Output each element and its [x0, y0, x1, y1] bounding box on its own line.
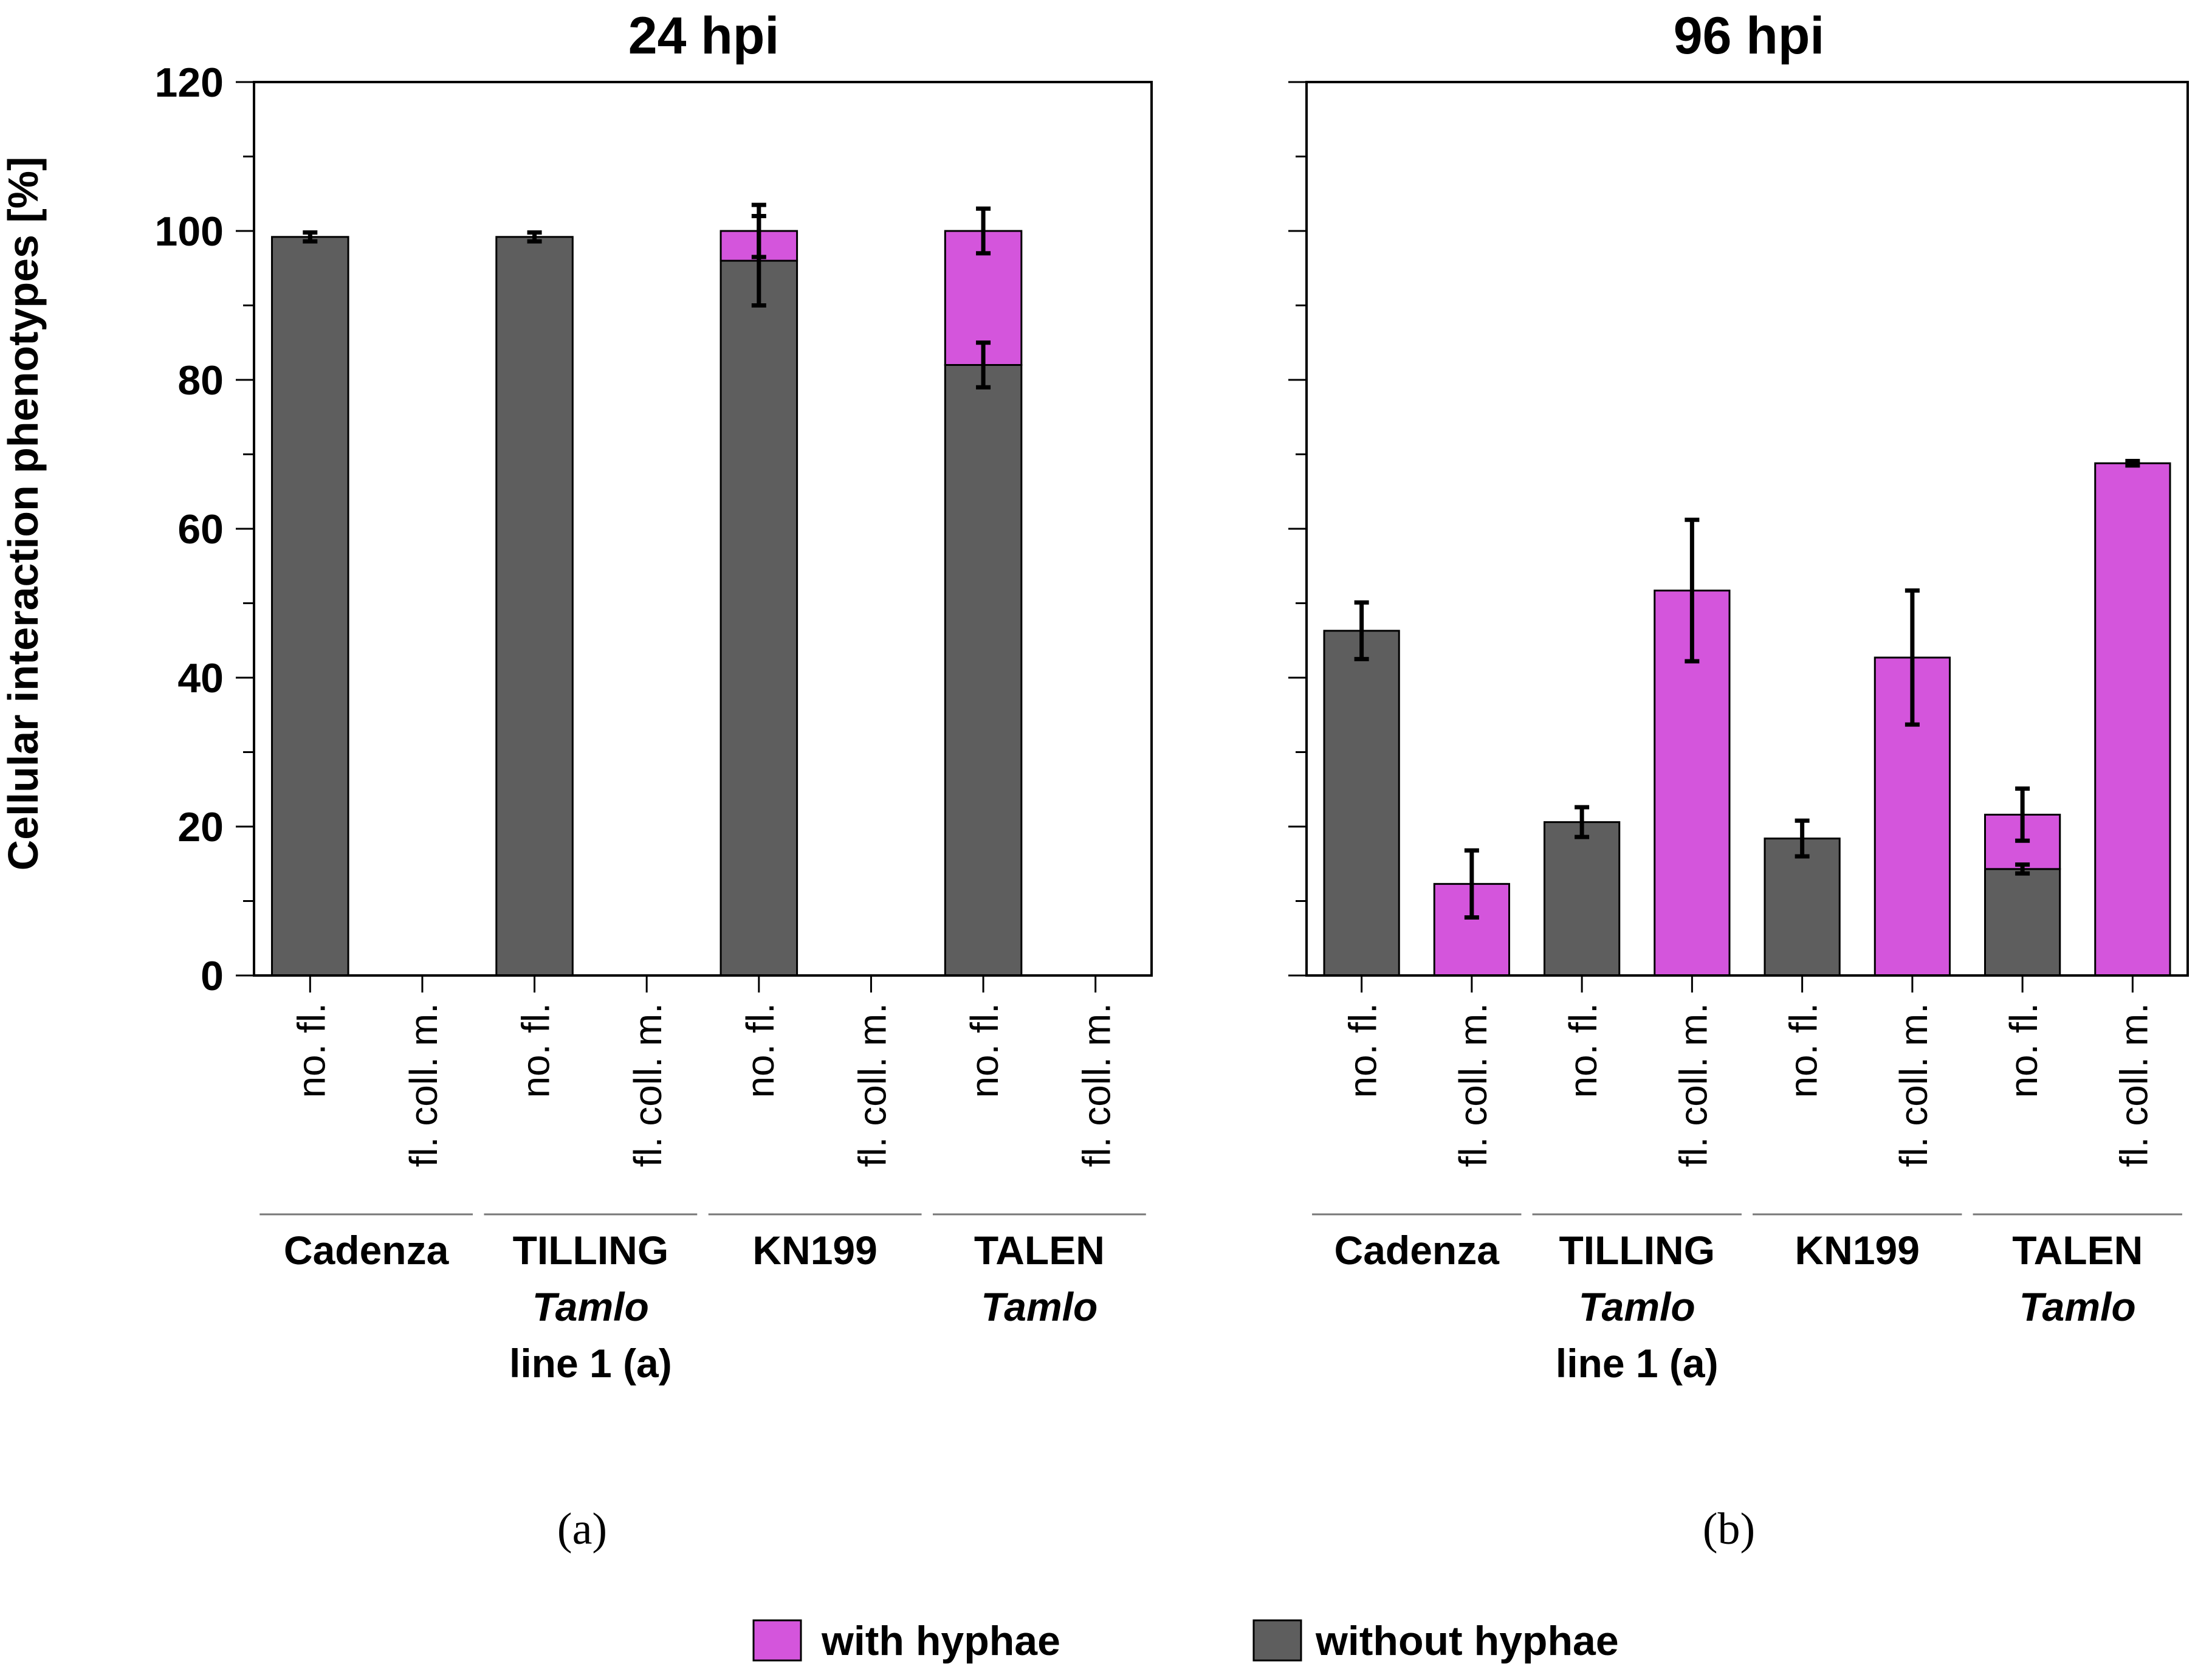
y-tick-label: 20: [177, 804, 224, 850]
y-tick-label: 60: [177, 506, 224, 552]
x-tick-label: fl. coll. m.: [402, 1003, 445, 1167]
bar-without-hyphae: [495, 236, 574, 977]
chart-panel-a: 24 hpi 0 20 40 60 80 100 120 no. fl. fl. coll. m.…: [155, 7, 1153, 1554]
x-tick-label: fl. coll. m.: [1892, 1003, 1935, 1167]
y-tick-label: 120: [155, 60, 224, 106]
group-label: TILLING: [1559, 1228, 1715, 1273]
group-label: Tamlo: [532, 1284, 649, 1329]
x-tick-label: no. fl.: [289, 1003, 333, 1098]
panel-label: (a): [557, 1504, 607, 1554]
x-tick-label: fl. coll. m.: [1075, 1003, 1119, 1167]
x-tick-label: no. fl.: [738, 1003, 782, 1098]
group-label: Tamlo: [981, 1284, 1097, 1329]
bar-without-hyphae: [1544, 821, 1621, 977]
panel-label: (b): [1703, 1504, 1755, 1554]
bar-without-hyphae: [271, 236, 349, 977]
group-label: TALEN: [974, 1228, 1105, 1273]
x-tick-label: no. fl.: [2002, 1003, 2045, 1098]
y-tick-label: 100: [155, 208, 224, 255]
legend-label-without-hyphae: without hyphae: [1315, 1618, 1619, 1664]
legend-label-with-hyphae: with hyphae: [821, 1618, 1060, 1664]
x-tick-label: no. fl.: [1561, 1003, 1605, 1098]
chart-title: 24 hpi: [628, 7, 780, 65]
x-tick-label: fl. coll. m.: [850, 1003, 894, 1167]
bar-without-hyphae: [1764, 838, 1841, 977]
bar-without-hyphae: [1323, 630, 1400, 977]
group-label: Tamlo: [1579, 1284, 1695, 1329]
y-tick-label: 80: [177, 357, 224, 404]
group-label: line 1 (a): [509, 1341, 672, 1386]
group-label: Cadenza: [1334, 1228, 1500, 1273]
x-tick-label: no. fl.: [963, 1003, 1006, 1098]
x-tick-label: no. fl.: [514, 1003, 558, 1098]
y-tick-label: 40: [177, 655, 224, 701]
x-tick-label: fl. coll. m.: [2112, 1003, 2155, 1167]
x-tick-label: no. fl.: [1341, 1003, 1385, 1098]
group-label: KN199: [752, 1228, 877, 1273]
group-label: TILLING: [513, 1228, 669, 1273]
group-label: line 1 (a): [1556, 1341, 1719, 1386]
bar-without-hyphae: [1984, 868, 2061, 977]
group-label: Cadenza: [284, 1228, 450, 1273]
bar-without-hyphae: [944, 364, 1023, 977]
x-tick-label: no. fl.: [1782, 1003, 1826, 1098]
x-tick-label: fl. coll. m.: [626, 1003, 670, 1167]
group-label: Tamlo: [2019, 1284, 2136, 1329]
x-tick-label: fl. coll. m.: [1671, 1003, 1715, 1167]
y-axis-label: Cellular interaction phenotypes [%]: [0, 157, 47, 871]
chart-title: 96 hpi: [1674, 7, 1825, 65]
bar-without-hyphae: [720, 260, 799, 977]
legend-swatch-without-hyphae: [1252, 1619, 1302, 1662]
x-tick-label: fl. coll. m.: [1451, 1003, 1495, 1167]
y-tick-label: 0: [201, 953, 224, 999]
chart-panel-b: 96 hpi no. fl. fl. coll. m. no. fl. fl. coll…: [1288, 7, 2189, 1554]
legend: with hyphae without hyphae: [752, 1618, 1619, 1664]
group-label: KN199: [1795, 1228, 1920, 1273]
legend-swatch-with-hyphae: [752, 1619, 802, 1662]
group-label: TALEN: [2012, 1228, 2143, 1273]
bar-with-hyphae: [2094, 462, 2171, 977]
